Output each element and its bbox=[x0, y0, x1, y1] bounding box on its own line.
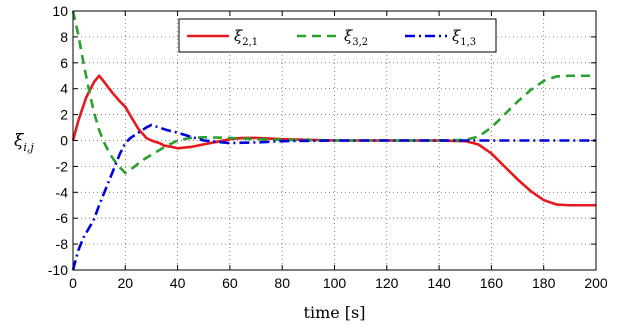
y-tick-labels: -10 -8 -6 -4 -2 0 2 4 6 8 10 bbox=[48, 3, 68, 278]
legend-label-2: ξ3,2 bbox=[344, 27, 368, 48]
legend-box bbox=[178, 18, 497, 53]
x-axis-label: time [s] bbox=[304, 303, 366, 322]
y-tick-label: 4 bbox=[60, 81, 68, 97]
y-tick-label: 0 bbox=[60, 133, 68, 149]
y-tick-label: -8 bbox=[56, 236, 69, 252]
y-tick-label: 6 bbox=[60, 55, 68, 71]
legend-label-3: ξ1,3 bbox=[452, 27, 476, 48]
y-tick-label: 10 bbox=[52, 3, 68, 19]
series-line-2 bbox=[71, 10, 596, 175]
x-tick-label: 200 bbox=[584, 275, 608, 291]
x-tick-label: 0 bbox=[69, 275, 77, 291]
series-group bbox=[71, 10, 596, 271]
series-line-3 bbox=[71, 123, 596, 271]
y-tick-label: -10 bbox=[48, 262, 68, 278]
legend-label-main: ξ bbox=[452, 27, 461, 45]
y-axis-label-sub: i,j bbox=[23, 141, 34, 154]
y-tick-label: -6 bbox=[56, 210, 69, 226]
x-tick-label: 100 bbox=[323, 275, 347, 291]
x-tick-label: 180 bbox=[532, 275, 556, 291]
legend-label-sub: 1,3 bbox=[460, 37, 476, 48]
x-tick-label: 60 bbox=[222, 275, 238, 291]
x-tick-label: 160 bbox=[480, 275, 504, 291]
legend: ξ2,1 ξ3,2 ξ1,3 bbox=[178, 18, 497, 53]
x-tick-label: 40 bbox=[170, 275, 186, 291]
legend-label-sub: 2,1 bbox=[242, 37, 258, 48]
tick-marks bbox=[72, 10, 597, 271]
legend-label-main: ξ bbox=[234, 27, 243, 45]
legend-label-1: ξ2,1 bbox=[234, 27, 258, 48]
x-tick-label: 120 bbox=[375, 275, 399, 291]
y-tick-label: 2 bbox=[60, 107, 68, 123]
legend-label-main: ξ bbox=[344, 27, 353, 45]
y-tick-label: 8 bbox=[60, 29, 68, 45]
x-tick-label: 20 bbox=[118, 275, 134, 291]
y-axis-label: ξi,j bbox=[14, 131, 34, 154]
x-tick-labels: 0 20 40 60 80 100 120 140 160 180 200 bbox=[69, 275, 608, 291]
x-tick-label: 80 bbox=[274, 275, 290, 291]
y-tick-label: -4 bbox=[56, 184, 69, 200]
legend-label-sub: 3,2 bbox=[352, 37, 368, 48]
y-axis-label-main: ξ bbox=[14, 131, 25, 151]
y-tick-label: -2 bbox=[56, 158, 69, 174]
x-tick-label: 140 bbox=[427, 275, 451, 291]
